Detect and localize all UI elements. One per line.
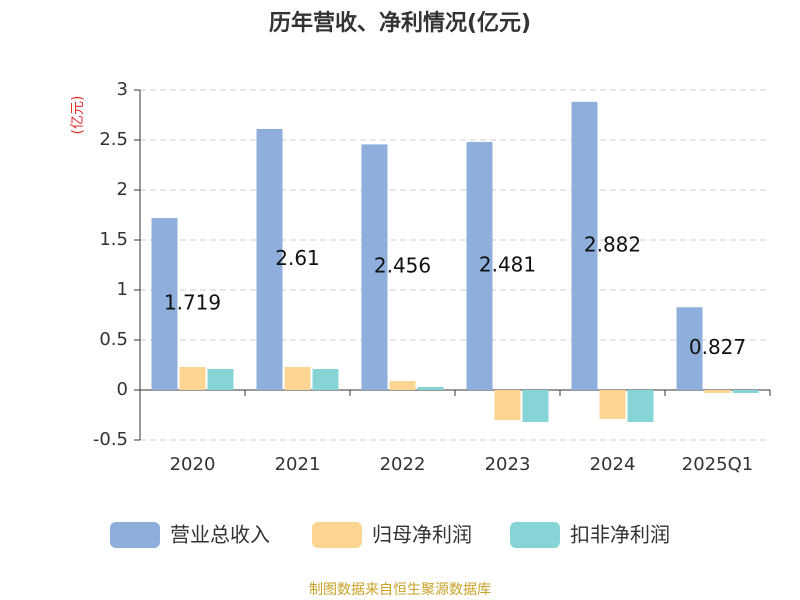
bar [256,129,283,390]
y-axis-label: (亿元) [70,96,86,135]
bar [522,390,549,422]
bar [571,101,598,391]
chart-title: 历年营收、净利情况(亿元) [269,10,531,36]
bar [312,369,339,390]
bar [494,390,521,420]
x-tick-label: 2022 [380,454,426,475]
bar [704,390,731,393]
bar [179,367,206,390]
data-label: 1.719 [164,291,221,315]
y-tick-label: 1.5 [99,229,128,250]
x-tick-label: 2025Q1 [682,454,753,475]
x-tick-label: 2021 [275,454,321,475]
bar [599,390,626,419]
y-tick-label: -0.5 [93,429,128,450]
bar [732,390,759,393]
bar [389,381,416,390]
y-tick-label: 2 [117,179,128,200]
source-note: 制图数据来自恒生聚源数据库 [309,582,491,598]
x-tick-label: 2024 [590,454,636,475]
legend-swatch [312,522,362,548]
data-label: 2.61 [275,246,320,270]
legend-label: 扣非净利润 [570,523,670,547]
x-tick-label: 2023 [485,454,531,475]
legend-swatch [110,522,160,548]
data-label: 0.827 [689,335,746,359]
bar [627,390,654,422]
y-tick-label: 1 [117,279,128,300]
data-label: 2.882 [584,232,641,256]
bar [417,387,444,390]
bar [284,367,311,390]
y-tick-label: 0 [117,379,128,400]
legend-swatch [510,522,560,548]
y-tick-label: 3 [117,79,128,100]
legend-label: 营业总收入 [170,523,270,547]
bar [151,218,178,390]
bar [676,307,703,390]
data-label: 2.456 [374,254,431,278]
x-tick-label: 2020 [170,454,216,475]
bar [466,141,493,390]
y-tick-label: 0.5 [99,329,128,350]
bar [207,369,234,390]
data-label: 2.481 [479,252,536,276]
legend-label: 归母净利润 [372,523,472,547]
y-tick-label: 2.5 [99,129,128,150]
bar [361,144,388,390]
